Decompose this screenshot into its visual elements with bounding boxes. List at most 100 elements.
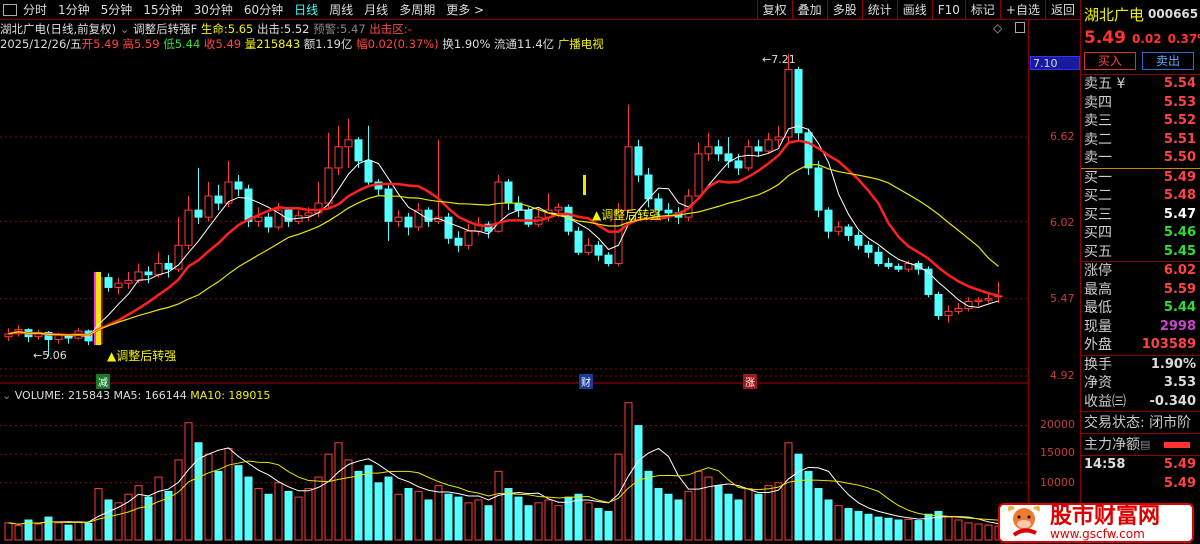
volume-bar [864,513,873,541]
buy-button[interactable]: 买入 [1084,52,1136,70]
toolbar-button[interactable]: +自选 [999,0,1045,20]
toolbar-button[interactable]: 统计 [861,0,897,20]
value: 215843 [256,37,301,51]
candle-body [754,146,763,152]
period-tab[interactable]: 周线 [329,3,354,17]
ma5-value: MA5: 166144 [113,389,187,402]
value: 额1.19亿 [303,37,353,51]
value: 0.02(0.37%) [367,37,439,51]
period-tab[interactable]: 日线 [294,3,319,17]
candle-body [244,188,253,222]
row-label: 卖一 [1084,150,1112,166]
volume-bar [144,496,153,541]
sector[interactable]: 广播电视 [557,37,604,51]
volume-bar [34,523,43,541]
period-tab[interactable]: 1分钟 [58,3,90,17]
volume-bar [594,508,603,541]
period-tab[interactable]: 月线 [364,3,389,17]
volume-bar [154,476,163,541]
row-label: 外盘 [1084,337,1112,353]
volume-bar [384,476,393,541]
candle-body [874,251,883,265]
volume-bar [194,442,203,541]
panel-toggle-icon[interactable] [3,3,17,16]
kline-chart[interactable] [0,20,1028,544]
diamond-icon[interactable]: ◇ [993,21,1003,35]
value: 5.49 [215,37,242,51]
period-tab[interactable]: 多周期 [399,3,436,17]
period-tab[interactable]: 60分钟 [243,3,284,17]
toolbar-button[interactable]: 多股 [826,0,862,20]
tick-row: 5.49 [1081,475,1200,494]
signal-bar [96,271,101,346]
volume-bar [74,521,83,541]
volume-bar [394,493,403,541]
period-tab[interactable]: 分时 [23,3,48,17]
candle-body [204,195,213,218]
volume-bar [294,496,303,541]
event-mark-finance[interactable]: 财 [579,374,593,389]
volume-bar [794,453,803,541]
price-tick: 4.92 [1050,369,1075,382]
price-tick: 6.62 [1050,130,1075,143]
toolbar-button[interactable]: 标记 [964,0,1000,20]
sell-button[interactable]: 卖出 [1142,52,1194,70]
current-price-tag: 7.10 [1030,56,1080,70]
value: 流通11.4亿 [494,37,555,51]
list-icon[interactable]: ▤ [1140,437,1151,451]
ohlc-header: 2025/12/26/五开5.49 高5.59 低5.44 收5.49 量215… [0,36,604,52]
period-tab[interactable]: 5分钟 [100,3,133,17]
volume-bar [274,482,283,541]
volume-bar [344,459,353,541]
volume-bar [444,493,453,541]
volume-bar [94,488,103,541]
event-mark-reduce[interactable]: 减 [96,374,110,389]
candle-body [584,244,593,253]
volume-bar [314,476,323,541]
toolbar-button[interactable]: 返回 [1044,0,1080,20]
fund-row: 收益㈢ -0.340 [1081,393,1200,412]
watermark-logo: 股市财富网 www.gscfw.com [998,503,1194,543]
toolbar-button[interactable]: 画线 [896,0,932,20]
candle-body [304,212,313,217]
toolbar-button[interactable]: 复权 [756,0,792,20]
chart-title: 湖北广电(日线,前复权) [0,22,117,36]
asks-row: 卖五 ¥ 5.54 [1081,75,1200,94]
candle-body [314,202,323,214]
candle-body [694,153,703,197]
toolbar-button[interactable]: 叠加 [791,0,827,20]
indicator-name[interactable]: 调整后转强F [133,22,198,36]
volume-bar [124,493,133,541]
volume-bar [654,488,663,541]
event-mark-rise[interactable]: 涨 [743,374,757,389]
period-tab[interactable]: 15分钟 [143,3,183,17]
volume-bar [804,470,813,541]
volume-tick: 15000 [1040,446,1075,459]
candle-body [974,299,983,303]
period-tab[interactable]: 更多 > [446,3,485,17]
signal-label: ▲调整后转强 [107,349,177,363]
candle-body [334,146,343,169]
toolbar-button[interactable]: F10 [931,0,965,20]
volume-bar [824,499,833,541]
panel-icon[interactable] [1015,22,1025,33]
dropdown-icon[interactable]: ⌄ [2,389,12,402]
logo-url: www.gscfw.com [1050,526,1145,541]
row-value: 5.47 [1163,206,1196,222]
candle-body [864,244,873,253]
candle-body [894,265,903,270]
dropdown-icon[interactable]: ⌄ [119,22,130,36]
bids-row: 买四 5.46 [1081,224,1200,243]
label: 幅 [356,37,368,51]
period-tab[interactable]: 30分钟 [193,3,233,17]
fund-row: 换手 1.90% [1081,356,1200,375]
candle-body [114,282,123,288]
value: 5.52 [283,22,310,36]
candle-body [344,139,353,148]
period-toolbar: 分时 1分钟 5分钟 15分钟 30分钟 60分钟 日线 周线 月线 多周期 更多 > 复权 叠加 多股… [0,0,1080,20]
volume-bar [504,488,513,541]
volume-bar [944,516,953,541]
volume-bar [574,493,583,541]
label: 收 [203,37,216,51]
label: 生命: [200,22,228,36]
